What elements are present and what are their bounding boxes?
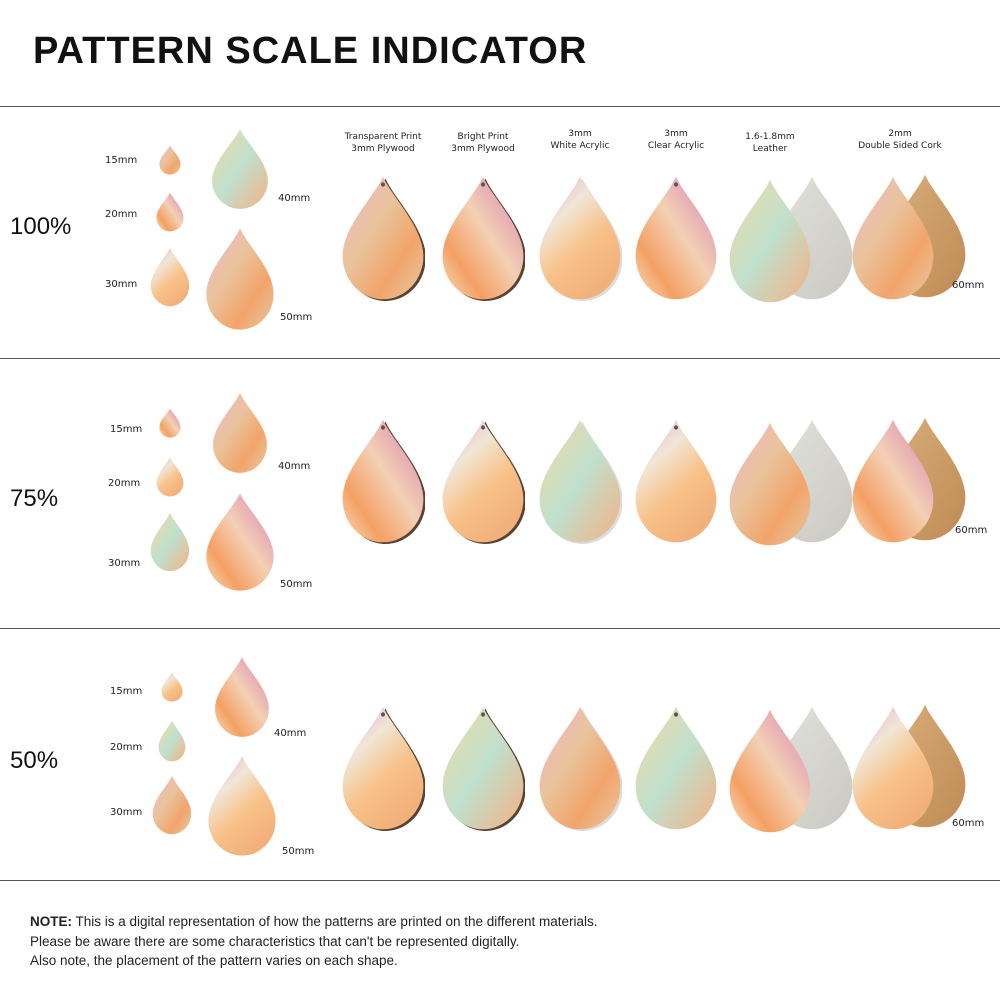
plywood-transparent-drop bbox=[341, 175, 426, 305]
note-line: Please be aware there are some character… bbox=[30, 933, 520, 949]
size-sample-drop bbox=[150, 247, 190, 311]
divider bbox=[0, 628, 1000, 629]
material-header: 3mm White Acrylic bbox=[550, 129, 610, 151]
size-label: 30mm bbox=[105, 279, 138, 290]
size-label: 40mm bbox=[278, 461, 311, 472]
size-label: 30mm bbox=[108, 558, 141, 569]
material-size-label: 60mm bbox=[952, 280, 985, 291]
material-header: Transparent Print 3mm Plywood bbox=[344, 132, 422, 154]
size-label: 40mm bbox=[278, 193, 311, 204]
material-header: 1.6-1.8mm Leather bbox=[745, 132, 795, 154]
size-label: 15mm bbox=[110, 424, 143, 435]
clear-acrylic-drop bbox=[634, 175, 718, 305]
size-label: 30mm bbox=[110, 807, 143, 818]
white-acrylic-drop bbox=[538, 705, 623, 835]
cork-front-drop bbox=[851, 175, 935, 305]
plywood-transparent-drop bbox=[341, 418, 426, 548]
white-acrylic-drop bbox=[538, 175, 623, 305]
leather-front-drop bbox=[728, 708, 812, 838]
cork-front-drop bbox=[851, 418, 935, 548]
material-header: Bright Print 3mm Plywood bbox=[451, 132, 515, 154]
size-sample-drop bbox=[159, 408, 181, 442]
note-line: This is a digital representation of how … bbox=[72, 914, 598, 929]
size-label: 40mm bbox=[274, 728, 307, 739]
size-sample-drop bbox=[212, 392, 268, 478]
plywood-bright-drop bbox=[441, 175, 526, 305]
note: NOTE: This is a digital representation o… bbox=[30, 912, 598, 971]
cork-front-drop bbox=[851, 705, 935, 835]
size-label: 20mm bbox=[108, 478, 141, 489]
size-sample-drop bbox=[205, 227, 275, 335]
material-header: 2mm Double Sided Cork bbox=[858, 129, 942, 151]
plywood-bright-drop bbox=[441, 705, 526, 835]
scale-label: 50% bbox=[10, 747, 59, 774]
size-sample-drop bbox=[159, 145, 181, 179]
size-label: 20mm bbox=[110, 742, 143, 753]
note-label: NOTE: bbox=[30, 914, 72, 929]
size-sample-drop bbox=[211, 128, 269, 214]
divider bbox=[0, 358, 1000, 359]
plywood-transparent-drop bbox=[341, 705, 426, 835]
page-title: PATTERN SCALE INDICATOR bbox=[33, 30, 588, 72]
white-acrylic-drop bbox=[538, 418, 623, 548]
leather-front-drop bbox=[728, 178, 812, 308]
material-size-label: 60mm bbox=[955, 525, 988, 536]
size-label: 15mm bbox=[110, 686, 143, 697]
scale-label: 75% bbox=[10, 485, 59, 512]
size-sample-drop bbox=[214, 656, 270, 742]
size-sample-drop bbox=[156, 457, 184, 501]
size-label: 50mm bbox=[280, 312, 313, 323]
size-sample-drop bbox=[158, 720, 186, 766]
size-label: 20mm bbox=[105, 209, 138, 220]
size-sample-drop bbox=[150, 512, 190, 576]
size-sample-drop bbox=[152, 775, 192, 839]
divider bbox=[0, 106, 1000, 107]
note-line: Also note, the placement of the pattern … bbox=[30, 953, 398, 968]
clear-acrylic-drop bbox=[634, 418, 718, 548]
size-sample-drop bbox=[161, 672, 183, 706]
clear-acrylic-drop bbox=[634, 705, 718, 835]
size-label: 15mm bbox=[105, 155, 138, 166]
divider bbox=[0, 880, 1000, 881]
material-size-label: 60mm bbox=[952, 818, 985, 829]
size-sample-drop bbox=[207, 755, 277, 861]
leather-front-drop bbox=[728, 421, 812, 551]
scale-label: 100% bbox=[10, 213, 72, 240]
plywood-bright-drop bbox=[441, 418, 526, 548]
size-label: 50mm bbox=[280, 579, 313, 590]
size-sample-drop bbox=[205, 492, 275, 596]
size-sample-drop bbox=[156, 192, 184, 236]
size-label: 50mm bbox=[282, 846, 315, 857]
material-header: 3mm Clear Acrylic bbox=[647, 129, 705, 151]
